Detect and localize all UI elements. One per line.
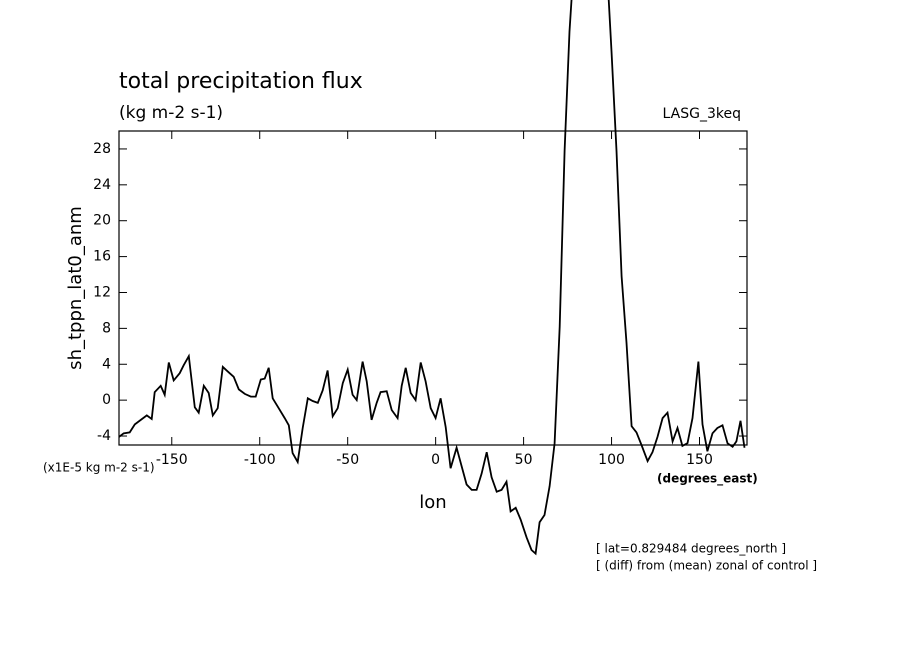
x-tick-label: 0 — [431, 452, 440, 468]
chart-subtitle: (kg m-2 s-1) — [119, 103, 223, 123]
x-units: (degrees_east) — [657, 472, 758, 487]
model-label: LASG_3keq — [663, 106, 741, 122]
chart-title: total precipitation flux — [119, 69, 363, 94]
y-tick-label: 16 — [93, 249, 111, 265]
x-axis-label: lon — [419, 492, 446, 513]
y-tick-label: -4 — [97, 428, 111, 444]
y-tick-label: 20 — [93, 213, 111, 229]
note: [ lat=0.829484 degrees_north ] — [596, 542, 786, 556]
plot-frame — [118, 130, 748, 446]
y-tick-label: 4 — [102, 356, 111, 372]
x-tick-label: -100 — [244, 452, 276, 468]
x-tick-label: 150 — [686, 452, 713, 468]
y-units: (x1E-5 kg m-2 s-1) — [43, 461, 155, 475]
x-tick-label: -150 — [156, 452, 188, 468]
x-tick-label: -50 — [336, 452, 359, 468]
note: [ (diff) from (mean) zonal of control ] — [596, 559, 817, 573]
y-tick-label: 8 — [102, 320, 111, 336]
y-tick-label: 12 — [93, 284, 111, 300]
x-tick-label: 50 — [515, 452, 533, 468]
y-tick-label: 0 — [102, 392, 111, 408]
x-tick-label: 100 — [598, 452, 625, 468]
y-axis-label: sh_tppn_lat0_anm — [65, 206, 86, 370]
data-line — [118, 0, 746, 556]
y-tick-label: 24 — [93, 177, 111, 193]
y-tick-label: 28 — [93, 141, 111, 157]
